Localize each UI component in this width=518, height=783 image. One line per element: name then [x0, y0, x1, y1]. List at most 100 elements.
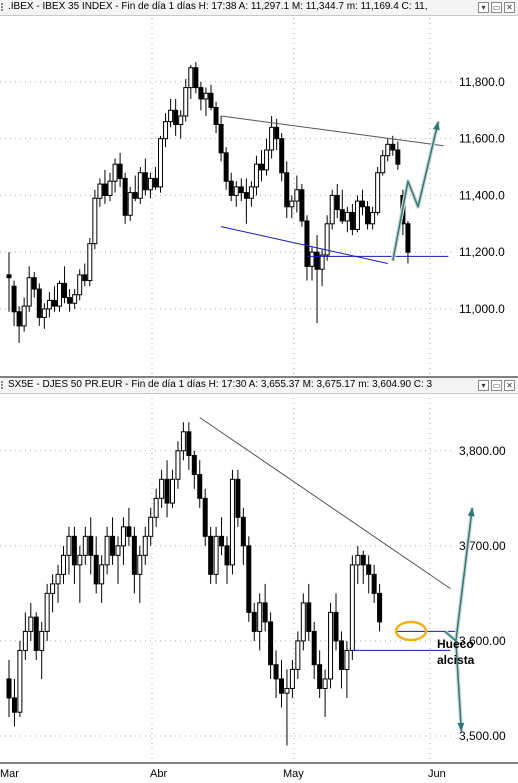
candle-body [77, 554, 83, 566]
close-icon[interactable]: ✕ [504, 380, 515, 391]
candle-body [173, 109, 179, 125]
candle-body [197, 474, 203, 499]
candle-body [309, 251, 315, 267]
y-tick-label: 3,600.00 [459, 634, 506, 648]
dropdown-icon[interactable]: ▾ [478, 380, 489, 391]
candle-body [44, 592, 50, 632]
candle-body [324, 223, 330, 256]
ibex-title-bar: .IBEX - IBEX 35 INDEX - Fin de día 1 día… [0, 0, 518, 16]
trendline-support [220, 226, 388, 265]
y-tick-label: 11,600.0 [459, 132, 505, 146]
candle-body [405, 223, 411, 253]
candle-body [82, 274, 88, 282]
candle-body [26, 277, 32, 307]
candle-body [39, 630, 45, 651]
maximize-icon[interactable]: ▭ [491, 2, 502, 13]
candle-body [269, 126, 275, 151]
y-tick-label: 3,800.00 [459, 444, 506, 458]
candle-body [55, 573, 61, 585]
close-icon[interactable]: ✕ [504, 2, 515, 13]
candle-body [229, 478, 235, 566]
x-tick-label: Abr [150, 768, 168, 780]
candle-body [142, 535, 148, 556]
candle-body [300, 602, 306, 642]
candle-body [147, 177, 153, 191]
projection-arrow [392, 121, 439, 261]
candle-body [306, 602, 312, 632]
candle-body [88, 535, 94, 556]
grip-icon[interactable] [1, 381, 8, 389]
gap-highlight-ellipse [394, 620, 428, 642]
x-tick-label: Jun [428, 768, 446, 780]
candle-body [28, 616, 34, 632]
candle-body [82, 535, 88, 556]
candle-body [284, 172, 290, 208]
projection-down-arrow [455, 640, 463, 732]
candle-body [203, 92, 209, 100]
candle-body [87, 243, 93, 282]
candle-body [360, 200, 365, 208]
candle-body [77, 274, 83, 296]
candle-body [36, 288, 42, 318]
candle-body [218, 123, 224, 154]
candle-body [268, 621, 274, 666]
candle-body [51, 299, 57, 307]
candle-body [61, 554, 66, 575]
dropdown-icon[interactable]: ▾ [478, 2, 489, 13]
y-tick-label: 11,000.0 [459, 302, 505, 316]
candle-body [97, 183, 103, 199]
candle-body [137, 554, 143, 575]
candle-body [92, 197, 98, 245]
projection-up-arrow-arrowhead [467, 507, 475, 517]
candle-body [6, 274, 12, 279]
maximize-icon[interactable]: ▭ [491, 380, 502, 391]
candle-body [191, 455, 197, 476]
candle-body [224, 545, 230, 566]
candle-body [71, 535, 77, 566]
candle-body [295, 640, 301, 670]
candle-body [62, 282, 68, 299]
candle-body [188, 67, 194, 89]
candle-body [46, 299, 52, 310]
sx5e-candlestick-chart: 3,800.00 3,700.00 3,600.00 3,500.00 Hueco alc… [0, 398, 518, 764]
candle-body [153, 497, 159, 518]
candle-body [235, 478, 241, 518]
candle-body [164, 478, 170, 504]
trendline-resistance [221, 115, 444, 147]
candle-body [178, 115, 184, 125]
candle-body [180, 431, 186, 452]
candle-body [11, 285, 17, 313]
ibex-candlestick-chart: 11,800.0 11,600.0 11,400.0 11,200.0 11,000.0 [0, 18, 518, 378]
candle-body [21, 305, 27, 327]
candle-body [22, 630, 28, 651]
candle-body [354, 200, 360, 230]
candle-body [170, 478, 175, 504]
candle-body [117, 163, 123, 179]
y-tick-label: 11,200.0 [459, 245, 505, 259]
candle-body [238, 186, 244, 194]
candle-body [299, 189, 305, 222]
candle-body [223, 152, 229, 182]
x-tick-label: Mar [0, 768, 19, 780]
candle-body [259, 163, 264, 171]
candle-body [294, 189, 300, 202]
candle-body [163, 121, 169, 140]
candle-body [152, 177, 158, 188]
candle-body [66, 535, 72, 556]
grip-icon[interactable] [1, 3, 8, 11]
candle-body [132, 192, 138, 199]
candle-body [319, 254, 325, 270]
candle-body [228, 180, 234, 196]
candle-body [360, 554, 366, 566]
candle-body [104, 535, 110, 566]
candle-body [122, 177, 128, 216]
candle-body [112, 163, 118, 182]
y-tick-label: 3,700.00 [459, 539, 506, 553]
candle-body [349, 564, 355, 651]
candle-body [375, 172, 381, 213]
candle-body [158, 138, 163, 188]
candle-body [208, 92, 214, 108]
candle-body [334, 194, 340, 211]
candle-body [284, 687, 290, 694]
candle-body [41, 308, 47, 318]
